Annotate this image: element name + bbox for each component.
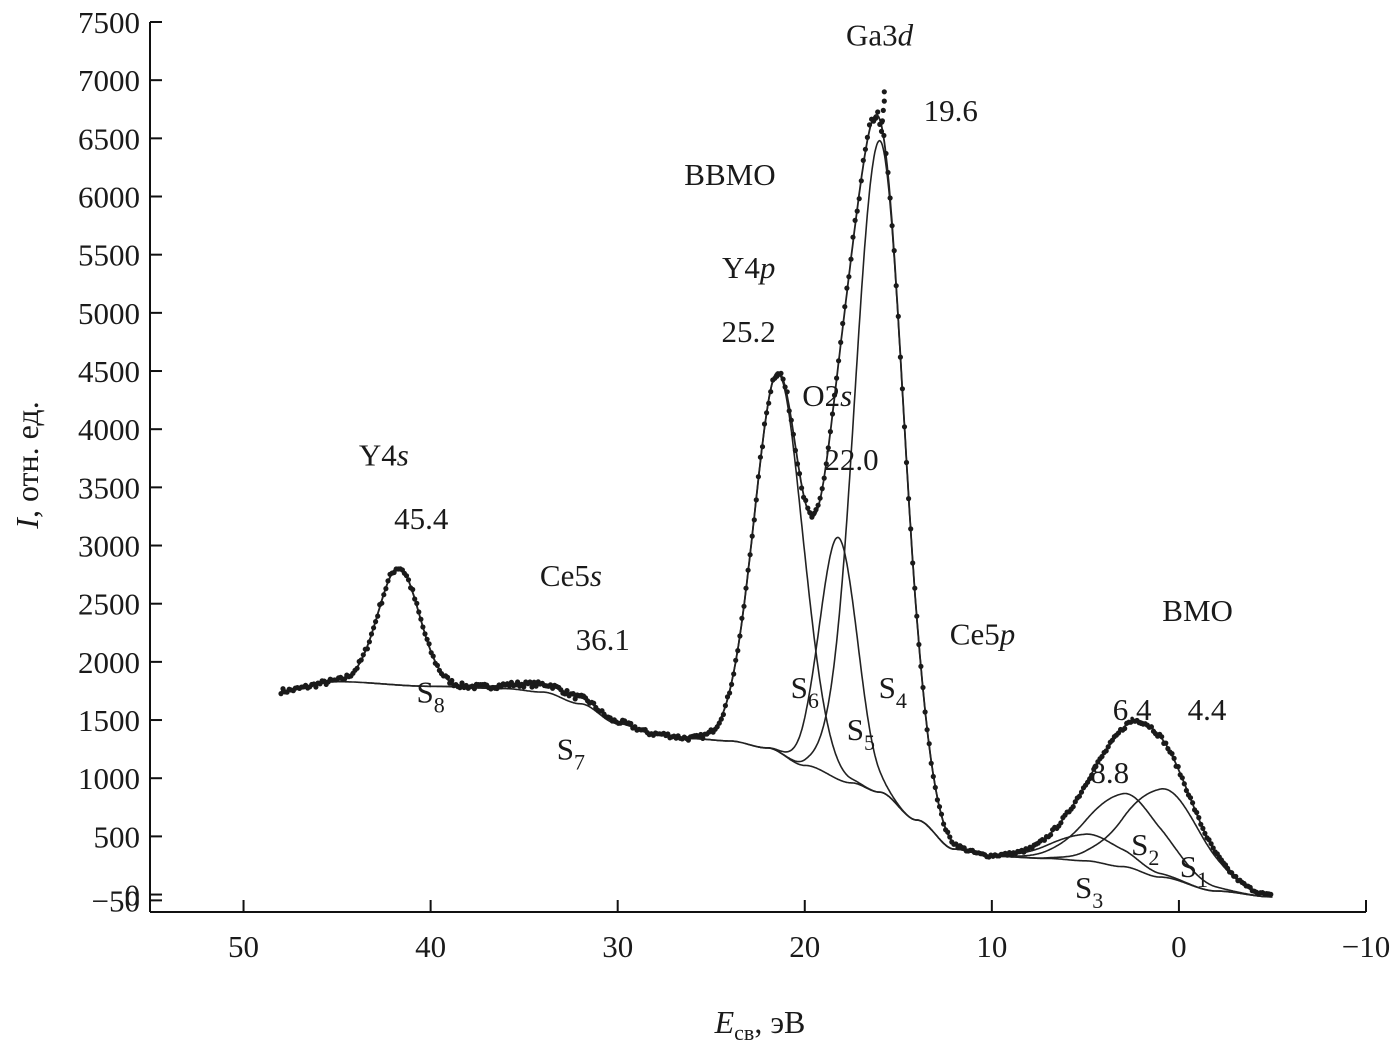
x-axis-title: Eсв, эВ: [714, 1004, 806, 1045]
axes: −500500100015002000250030003500400045005…: [78, 5, 1390, 964]
x-tick-label: 0: [1171, 929, 1187, 964]
x-axis-title-main: E: [714, 1004, 735, 1040]
x-tick-label: 40: [415, 929, 446, 964]
y-tick-label: 2500: [78, 587, 140, 622]
y-tick-label: 7500: [78, 5, 140, 40]
peak-annotation: Ga3d: [846, 17, 914, 52]
peak-annotation: 22.0: [824, 442, 878, 477]
x-axis-title-sub: св: [734, 1020, 754, 1045]
peak-annotation: ВМО: [1162, 593, 1233, 628]
x-tick-label: 10: [976, 929, 1007, 964]
component-label: S5: [847, 712, 875, 755]
y-tick-label: 1500: [78, 703, 140, 738]
y-tick-label: −50: [92, 883, 140, 918]
y-tick-label: 1000: [78, 761, 140, 796]
component-label: S4: [879, 670, 907, 713]
y-tick-label: 3000: [78, 529, 140, 564]
x-tick-label: −10: [1342, 929, 1390, 964]
y-tick-label: 6000: [78, 180, 140, 215]
y-tick-label: 0: [125, 878, 141, 913]
y-axis-title: I, отн. ед.: [9, 401, 45, 529]
component-label: S7: [557, 732, 585, 775]
peak-annotation: Y4s: [359, 437, 409, 472]
x-axis-title-unit: , эВ: [754, 1004, 805, 1040]
y-axis-title-main: I: [9, 517, 45, 530]
component-curve: [295, 566, 502, 691]
y-tick-label: 3500: [78, 470, 140, 505]
peak-annotation: Y4p: [722, 250, 775, 285]
peak-annotation: 25.2: [722, 314, 776, 349]
component-label: S2: [1131, 827, 1159, 870]
y-tick-label: 500: [94, 819, 141, 854]
component-curve: [976, 788, 1273, 897]
annotations: Ga3d 19.6 ВВМО Y4p 25.2 O2s 22.0 Y4s 45.4 Ce5s 36.…: [359, 17, 1233, 913]
y-tick-label: 7000: [78, 63, 140, 98]
component-curve: [757, 139, 1002, 858]
peak-annotation: ВВМО: [684, 157, 775, 192]
peak-annotation: 19.6: [924, 93, 978, 128]
peak-annotation: O2s: [802, 378, 852, 413]
component-curve: [938, 792, 1273, 898]
peak-annotation: 6.4: [1113, 692, 1152, 727]
peak-annotation: 4.4: [1188, 692, 1227, 727]
x-tick-label: 30: [602, 929, 633, 964]
peak-annotation: Ce5p: [950, 616, 1015, 651]
y-axis-title-unit: , отн. ед.: [9, 401, 45, 518]
component-curve: [744, 536, 933, 831]
peak-annotation: 36.1: [576, 622, 630, 657]
component-label: S3: [1075, 870, 1103, 913]
y-tick-label: 2000: [78, 645, 140, 680]
component-label: S1: [1180, 849, 1208, 892]
component-label: S6: [791, 670, 819, 713]
x-tick-label: 50: [228, 929, 259, 964]
y-tick-label: 5000: [78, 296, 140, 331]
peak-annotation: Ce5s: [540, 558, 602, 593]
y-tick-label: 5500: [78, 238, 140, 273]
peak-annotation: 45.4: [394, 501, 449, 536]
y-tick-label: 6500: [78, 121, 140, 156]
x-tick-label: 20: [789, 929, 820, 964]
peak-annotation: 8.8: [1090, 755, 1129, 790]
y-tick-label: 4500: [78, 354, 140, 389]
y-tick-label: 4000: [78, 412, 140, 447]
component-label: S8: [416, 675, 444, 718]
